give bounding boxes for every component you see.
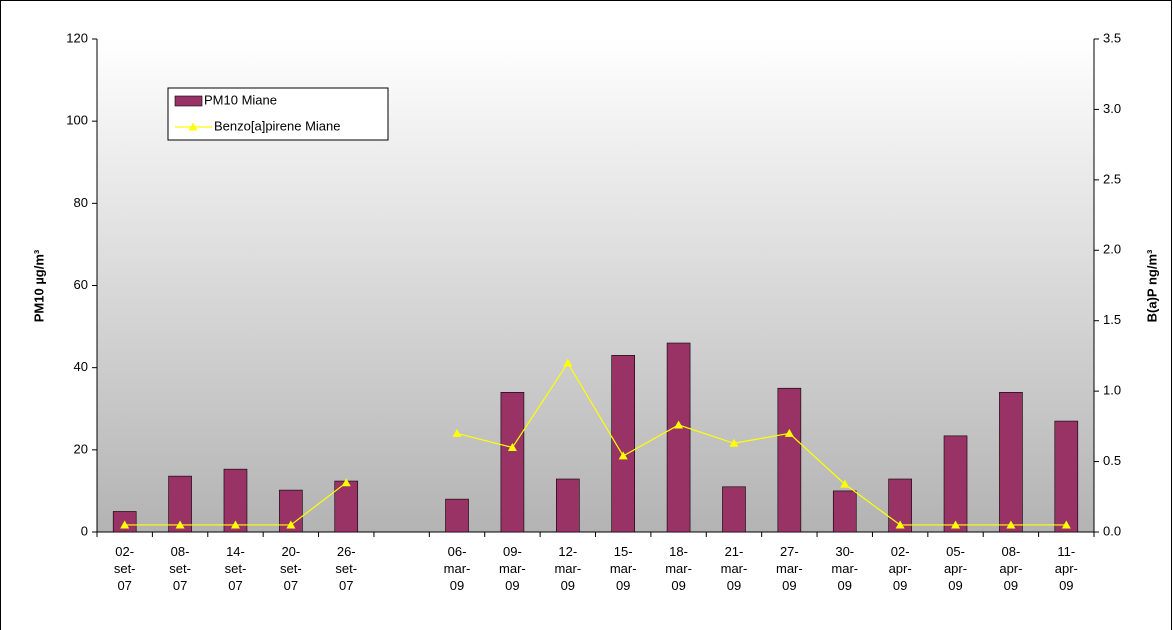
y2-tick-label: 1.0 (1103, 383, 1121, 398)
y2-tick-label: 2.5 (1103, 171, 1121, 186)
legend-swatch (174, 95, 203, 107)
y2-tick-label: 0.5 (1103, 453, 1121, 468)
bar (999, 392, 1023, 533)
x-tick-label: 21-mar-09 (721, 544, 748, 593)
marker (784, 428, 794, 437)
bar (223, 468, 248, 533)
y-tick-label: 60 (74, 277, 88, 292)
x-tick-label: 26-set-07 (335, 544, 357, 593)
y2-axis-title: B(a)P ng/m³ (1144, 249, 1159, 322)
x-tick-label: 30-mar-09 (831, 544, 858, 593)
bar (888, 478, 912, 533)
x-tick-label: 02-apr-09 (889, 544, 912, 593)
x-tick-label: 27-mar-09 (776, 544, 803, 593)
marker (175, 520, 185, 529)
bar (445, 498, 469, 533)
bar (777, 387, 802, 533)
y2-tick-label: 2.0 (1103, 242, 1121, 257)
bar (1054, 420, 1079, 533)
y-tick-label: 0 (81, 523, 88, 538)
marker (1006, 520, 1016, 529)
marker (840, 479, 850, 488)
bar (279, 489, 303, 533)
x-tick-label: 20-set-07 (280, 544, 302, 593)
y2-tick-label: 3.0 (1103, 101, 1121, 116)
marker (286, 520, 296, 529)
marker (729, 438, 739, 447)
bar (500, 392, 525, 533)
x-tick-label: 08-apr-09 (999, 544, 1022, 593)
y-tick-label: 80 (74, 195, 88, 210)
x-tick-label: 15-mar-09 (610, 544, 637, 593)
marker (674, 420, 684, 429)
legend (167, 87, 389, 141)
bar (832, 490, 857, 533)
marker (563, 358, 573, 367)
y-tick-label: 40 (74, 359, 88, 374)
marker (618, 451, 628, 460)
y2-tick-label: 0.0 (1103, 523, 1121, 538)
marker (120, 520, 130, 529)
x-tick-label: 09-mar-09 (499, 544, 526, 593)
x-tick-label: 11-apr-09 (1055, 544, 1078, 593)
marker (230, 520, 240, 529)
marker (895, 520, 905, 529)
x-tick-label: 02-set-07 (114, 544, 136, 593)
x-tick-label: 05-apr-09 (944, 544, 967, 593)
bar (666, 342, 691, 533)
bar (168, 475, 192, 533)
bar (943, 435, 968, 533)
legend-label: Benzo[a]pirene Miane (214, 118, 340, 133)
bar (611, 355, 635, 533)
y2-tick-label: 1.5 (1103, 312, 1121, 327)
bar (556, 478, 580, 533)
x-tick-label: 08-set-07 (169, 544, 191, 593)
y-axis-title: PM10 µg/m³ (31, 249, 46, 322)
x-tick-label: 12-mar-09 (554, 544, 581, 593)
y-tick-label: 100 (66, 113, 88, 128)
bar (722, 486, 746, 533)
y-tick-label: 120 (66, 30, 88, 45)
marker (1061, 520, 1071, 529)
x-tick-label: 14-set-07 (225, 544, 247, 593)
x-tick-label: 06-mar-09 (444, 544, 471, 593)
marker (452, 428, 462, 437)
legend-marker (188, 122, 198, 131)
y-tick-label: 20 (74, 441, 88, 456)
y2-tick-label: 3.5 (1103, 30, 1121, 45)
x-tick-label: 18-mar-09 (665, 544, 692, 593)
legend-label: PM10 Miane (204, 92, 277, 107)
marker (507, 442, 517, 451)
marker (951, 520, 961, 529)
marker (341, 478, 351, 487)
